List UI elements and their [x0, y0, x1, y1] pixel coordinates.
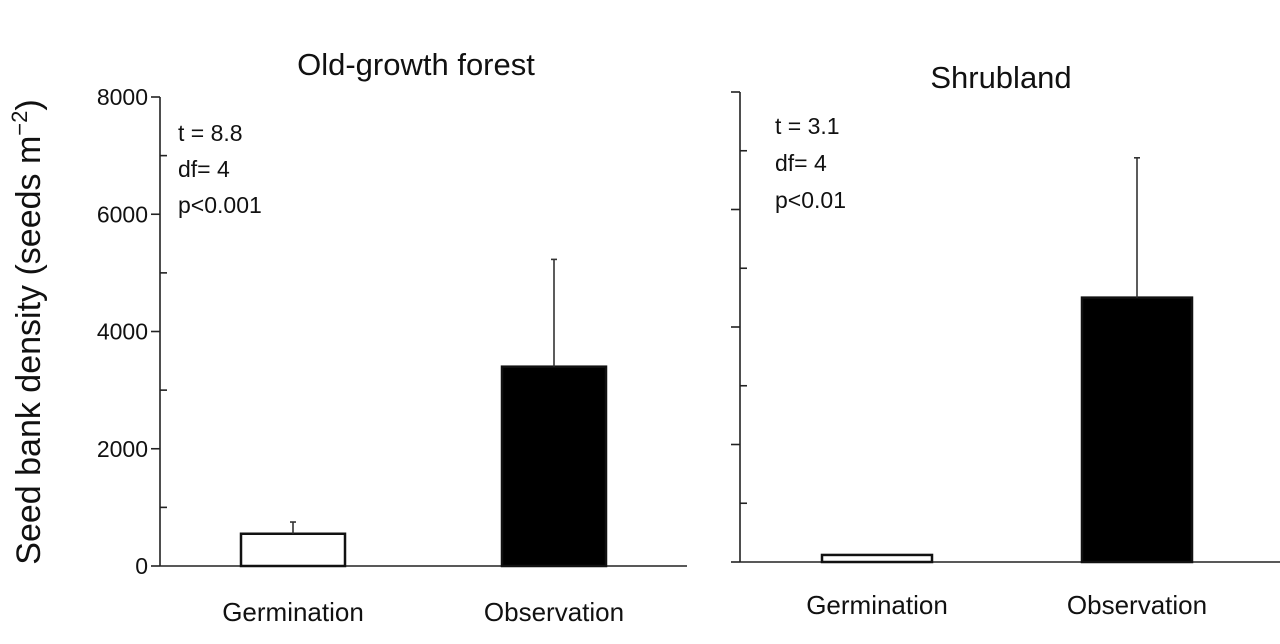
x-category-label: Germination	[806, 590, 948, 620]
x-category-label: Observation	[484, 597, 624, 627]
stat-annotation: df= 4	[178, 156, 230, 182]
bar-observation	[1080, 296, 1194, 564]
chart-title: Shrubland	[930, 60, 1071, 95]
chart-title: Old-growth forest	[297, 47, 535, 82]
x-category-label: Observation	[1067, 590, 1207, 620]
stat-annotation: df= 4	[775, 150, 827, 176]
y-tick-label: 4000	[97, 319, 148, 345]
y-tick-label: 8000	[97, 84, 148, 110]
y-tick-label: 0	[135, 553, 148, 579]
stat-annotation: t = 8.8	[178, 120, 243, 146]
chart-shrubland: Shrubland Germination Observation t = 3.1 df…	[731, 60, 1280, 620]
bar-germination	[239, 532, 347, 568]
bar-germination	[820, 553, 934, 564]
x-category-label: Germination	[222, 597, 364, 627]
y-tick-label: 6000	[97, 201, 148, 227]
bar-observation	[500, 365, 608, 568]
stat-annotation: p<0.001	[178, 192, 262, 218]
stat-annotation: p<0.01	[775, 187, 846, 213]
y-axis-label: Seed bank density (seeds m−2)	[7, 99, 48, 564]
chart-old-growth-forest: Old-growth forest 0 2000 4000 6000 8000 Germin…	[97, 47, 687, 627]
y-tick-label: 2000	[97, 436, 148, 462]
stat-annotation: t = 3.1	[775, 113, 840, 139]
